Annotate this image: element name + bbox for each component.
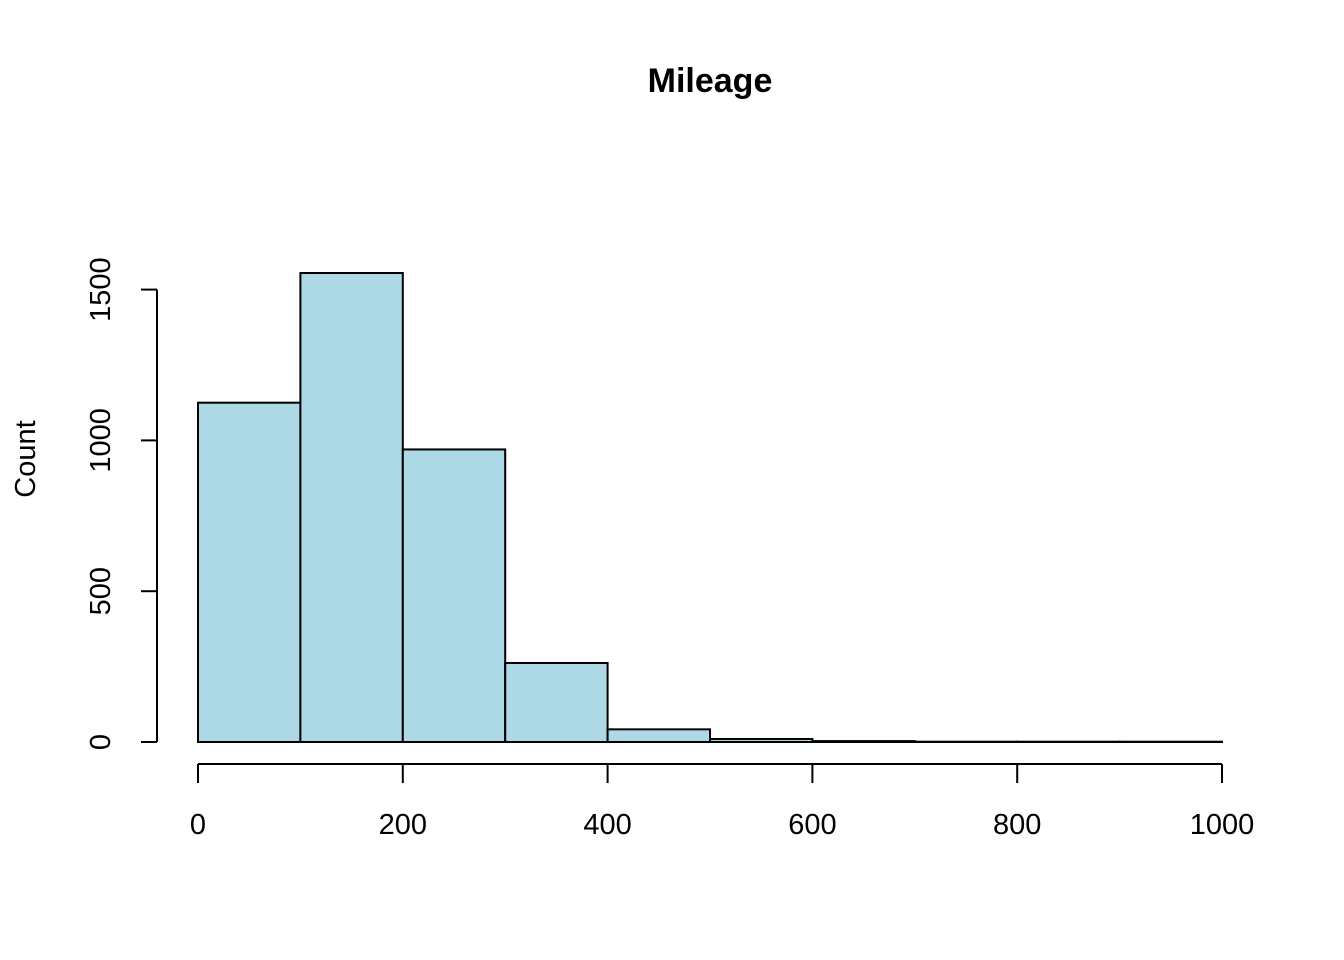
histogram-bar-5 — [606, 728, 711, 743]
histogram-bar-2 — [299, 272, 404, 743]
histogram-bar-3 — [401, 448, 507, 743]
x-tick-label: 200 — [379, 809, 427, 841]
y-axis-label: Count — [10, 420, 42, 497]
histogram-bar-7 — [811, 740, 916, 743]
x-tick-label: 800 — [993, 809, 1041, 841]
x-tick-label: 0 — [190, 809, 206, 841]
y-tick-label: 1500 — [85, 257, 117, 322]
x-tick-label: 600 — [788, 809, 836, 841]
bars-group — [197, 272, 1223, 744]
y-tick-label: 500 — [85, 567, 117, 615]
histogram-bar-4 — [504, 661, 609, 743]
x-tick-label: 1000 — [1190, 809, 1255, 841]
y-tick-label: 1000 — [85, 408, 117, 473]
y-axis: 0 500 1000 1500 — [85, 257, 158, 750]
histogram-bar-1 — [197, 401, 302, 743]
x-axis: 0 200 400 600 800 1000 — [190, 763, 1255, 841]
histogram-bar-6 — [709, 737, 814, 744]
y-tick-label: 0 — [85, 734, 117, 750]
x-tick-label: 400 — [583, 809, 631, 841]
chart-title: Mileage — [648, 62, 773, 100]
